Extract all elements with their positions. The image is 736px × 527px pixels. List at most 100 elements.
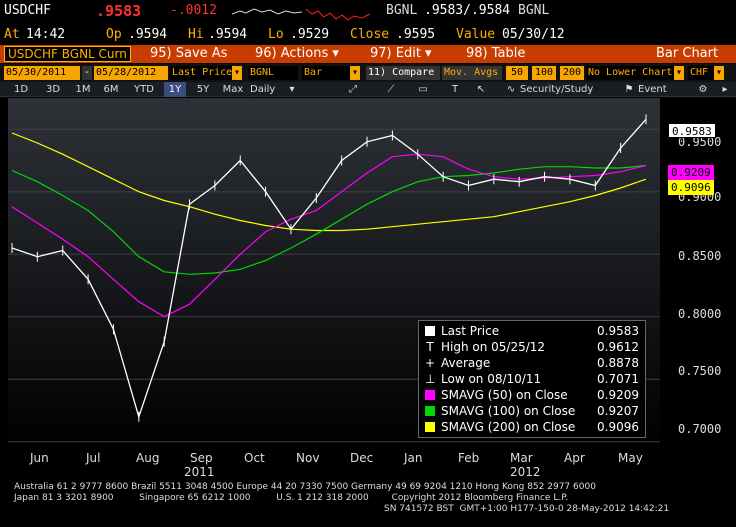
x-year-2012: 2012 [510,465,541,479]
compare-button[interactable]: 11) Compare [366,66,440,80]
average-marker-icon: + [425,356,436,370]
security-study-button[interactable]: Security/Study [520,84,594,95]
settings-icon[interactable]: ⚙ [698,84,708,95]
range-tab-ytd[interactable]: YTD [134,84,154,95]
text-tool-icon[interactable]: T [451,84,459,95]
x-label-may: May [618,451,643,465]
open-value: .9594 [128,27,168,42]
ma-200-field[interactable]: 200 [560,66,584,80]
footer: Australia 61 2 9777 8600 Brazil 5511 304… [0,481,736,527]
low-value: .9529 [290,27,330,42]
line-tool-icon[interactable]: ⟋ [387,84,395,95]
last-price-series [11,118,647,419]
style-select[interactable]: Bar [302,66,350,80]
last-price-axis-label: 0.9583 [668,123,716,138]
ma100-swatch [425,406,435,416]
legend-average-value: 0.8878 [597,356,639,370]
legend-low: ⊥ Low on 08/10/11 [425,372,542,386]
source-field[interactable]: BGNL [248,66,298,80]
save-as-button[interactable]: 95) Save As [150,46,228,61]
more-icon[interactable]: ▸ [722,84,728,95]
range-tab-3d[interactable]: 3D [45,84,61,95]
footer-phones-1: Australia 61 2 9777 8600 Brazil 5511 304… [14,482,596,492]
at-label: At [4,27,20,42]
last-price-swatch [425,326,435,336]
footer-phones-2: Japan 81 3 3201 8900 Singapore 65 6212 1… [14,493,569,503]
legend-last-price: Last Price [425,323,499,339]
period-dropdown-icon[interactable]: ▾ [289,84,295,95]
ma50-axis-label: 0.9209 [668,165,714,180]
legend-ma200: SMAVG (200) on Close [425,419,575,435]
security-title[interactable]: USDCHF BGNL Curn [4,46,131,62]
range-tab-max[interactable]: Max [222,84,244,95]
menu-bar: USDCHF BGNL Curn 95) Save As 96) Actions… [0,45,736,63]
lower-chart-select[interactable]: No Lower Chart [586,66,674,80]
mov-avgs-label: Mov. Avgs [442,66,502,80]
x-label-aug: Aug [136,451,160,465]
low-label: Lo [268,27,284,42]
range-tab-6m[interactable]: 6M [103,84,119,95]
ticker[interactable]: USDCHF [4,3,51,18]
legend-ma50-value: 0.9209 [597,388,639,402]
shapes-icon[interactable]: ▭ [418,84,428,95]
y-tick-0.70: 0.7000 [678,422,722,436]
x-label-oct: Oct [244,451,265,465]
ma200-swatch [425,422,435,432]
x-label-dec: Dec [350,451,374,465]
currency-dropdown-icon[interactable]: ▾ [714,66,724,80]
zoom-icon[interactable]: ⤢ [349,84,357,95]
high-value: .9594 [208,27,248,42]
currency-field[interactable]: CHF [688,66,714,80]
ma-100-field[interactable]: 100 [532,66,556,80]
pricing-source: BGNL [386,3,418,18]
price-chart[interactable] [8,98,660,448]
table-button[interactable]: 98) Table [466,46,526,61]
field-select[interactable]: Last Price [170,66,233,80]
quote-line: At 14:42 Op .9594 Hi .9594 Lo .9529 Clos… [0,26,736,44]
actions-menu[interactable]: 96) Actions ▾ [255,46,339,61]
ma-50-field[interactable]: 50 [506,66,528,80]
legend-ma100: SMAVG (100) on Close [425,403,575,419]
close-label: Close [350,27,390,42]
x-label-jan: Jan [404,451,423,465]
lower-chart-dropdown-icon[interactable]: ▾ [674,66,684,80]
legend-ma50: SMAVG (50) on Close [425,387,568,403]
value-date: 05/30/12 [502,27,565,42]
x-label-apr: Apr [564,451,585,465]
legend-last-price-value: 0.9583 [597,324,639,338]
legend-low-value: 0.7071 [597,372,639,386]
at-value: 14:42 [26,27,66,42]
security-study-icon[interactable]: ∿ [506,84,516,95]
intraday-sparkline-red [306,8,370,21]
legend-ma200-value: 0.9096 [597,420,639,434]
bar-chart-label: Bar Chart [656,46,719,61]
legend-high-value: 0.9612 [597,340,639,354]
start-date-field[interactable]: 05/30/2011 [4,66,80,80]
end-date-field[interactable]: 05/28/2012 [94,66,168,80]
legend-average: + Average [425,356,491,370]
y-tick-0.75: 0.7500 [678,364,722,378]
event-icon[interactable]: ⚑ [624,84,634,95]
legend-ma100-value: 0.9207 [597,404,639,418]
range-tab-1m[interactable]: 1M [75,84,91,95]
edit-menu[interactable]: 97) Edit ▾ [370,46,432,61]
period-select[interactable]: Daily [250,84,276,95]
style-dropdown-icon[interactable]: ▾ [350,66,360,80]
open-label: Op [106,27,122,42]
ma50-series [11,153,647,318]
range-tab-5y[interactable]: 5Y [196,84,210,95]
x-label-jun: Jun [30,451,49,465]
chart-area[interactable] [8,98,660,448]
field-dropdown-icon[interactable]: ▾ [232,66,242,80]
chart-legend[interactable]: Last Price 0.9583 T High on 05/25/12 0.96… [418,320,646,438]
date-separator: - [82,66,92,80]
low-marker-icon: ⊥ [425,372,436,386]
x-label-mar: Mar [510,451,533,465]
pointer-icon[interactable]: ↖ [476,84,486,95]
event-button[interactable]: Event [638,84,667,95]
range-tab-1d[interactable]: 1D [13,84,29,95]
high-marker-icon: T [426,340,434,354]
ma200-series [11,132,647,232]
bid-ask: .9583/.9584 [424,3,511,18]
range-tab-1y[interactable]: 1Y [164,82,186,97]
